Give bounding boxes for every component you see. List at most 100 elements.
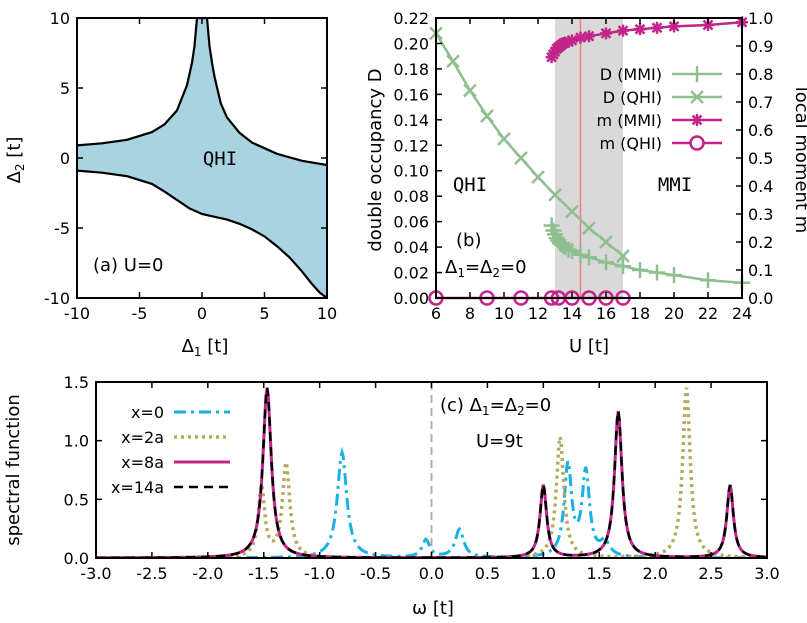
panel-b-y2tick-label: 0.7	[748, 93, 773, 112]
panel-a-xtick-label: 10	[317, 304, 337, 323]
panel-a-xtick-label: 5	[259, 304, 269, 323]
panel-b-y2tick-label: 0.0	[748, 289, 773, 308]
panel-b-point-1-8-b	[565, 204, 579, 219]
panel-b-point-2-16	[651, 21, 663, 34]
panel-c-xtick-label: 3.0	[754, 564, 779, 583]
panel-c-ytick-label: 0.5	[64, 490, 89, 509]
panel-b-legend-marker-3	[689, 135, 705, 151]
panel-b-point-2-16-b	[651, 22, 663, 34]
panel-b-region-label-mmi: MMI	[658, 174, 692, 196]
panel-b-ytick-label: 0.04	[393, 238, 429, 257]
panel-b-point-2-17-b	[668, 21, 680, 32]
panel-a-ytick-label: -5	[54, 219, 70, 238]
panel-b-legend-marker-1-b	[690, 90, 704, 104]
panel-c-ytick-label: 0.0	[64, 549, 89, 568]
panel-b-y2label: local moment m	[791, 87, 807, 234]
panel-b-ytick-label: 0.08	[393, 187, 429, 206]
panel-b-point-0-16	[649, 264, 665, 281]
panel-b-y2tick-label: 0.2	[748, 233, 773, 252]
panel-b-point-0-12	[581, 249, 597, 266]
panel-c-xtick-label: 1.0	[531, 564, 556, 583]
panel-b-ytick-label: 0.20	[393, 34, 429, 53]
panel-c-ytick-label: 1.5	[64, 373, 89, 392]
panel-b-point-1-7	[548, 188, 562, 202]
panel-b-point-2-12	[583, 30, 595, 43]
panel-b-region-label-qhi: QHI	[453, 174, 487, 196]
panel-a-ytick-label: 10	[50, 9, 70, 28]
panel-b-y2tick-label: 0.6	[748, 121, 773, 140]
panel-c-legend-label-3: x=14a	[111, 478, 164, 497]
panel-c-xtick-label: 2.0	[642, 564, 667, 583]
panel-b-point-2-15	[634, 23, 646, 36]
panel-b-y2tick-label: 0.8	[748, 65, 773, 84]
panel-b-xtick-label: 18	[630, 304, 650, 323]
panel-b-point-2-14	[617, 24, 629, 37]
panel-c-ytick-label: 1.0	[64, 432, 89, 451]
panel-b-point-0-14	[615, 258, 631, 275]
panel-b-point-1-6-b	[531, 170, 545, 184]
panel-c-xtick-label: -1.5	[248, 564, 279, 583]
panel-c-plot-area: -3.0 -2.5 -2.0 -1.5 -1.0 -0.5 0.0 0.5 1.0 1.5 2.0 2…	[64, 373, 780, 583]
panel-b-ytick-label: 0.22	[393, 9, 429, 28]
panel-b-ytick-label: 0.18	[393, 60, 429, 79]
panel-c-legend-label-0: x=0	[131, 403, 164, 422]
panel-c-legend-label-1: x=2a	[121, 428, 164, 447]
panel-a-lower-boundary	[77, 169, 327, 298]
panel-b-xlabel: U [t]	[569, 336, 609, 357]
panel-b-point-1-3-b	[480, 109, 494, 123]
panel-b-point-1-1	[446, 54, 460, 69]
panel-b-xtick-label: 16	[596, 304, 616, 323]
panel-b-y2tick-label: 0.9	[748, 37, 773, 56]
panel-c-ylabel: spectral function	[3, 394, 24, 546]
panel-b-point-2-12-b	[583, 30, 595, 42]
panel-b-ytick-label: 0.06	[393, 213, 429, 232]
panel-b-point-1-9-b	[582, 221, 596, 235]
panel-b-xtick-label: 6	[431, 304, 441, 323]
panel-a-ytick-label: -10	[44, 289, 70, 308]
panel-b-point-1-7-b	[548, 188, 562, 202]
panel-a-label: (a) U=0	[93, 255, 164, 276]
panel-a-ytick-label: 0	[60, 149, 70, 168]
panel-b-y2tick-label: 1.0	[748, 9, 773, 28]
panel-b-point-2-14-b	[617, 25, 629, 36]
panel-c-xtick-label: -2.0	[192, 564, 223, 583]
panel-b-point-1-4	[497, 132, 511, 146]
panel-c-xtick-label: -2.5	[136, 564, 167, 583]
panel-b-legend-label-2: m (MMI)	[597, 111, 662, 130]
panel-a-xtick-label: 0	[197, 304, 207, 323]
panel-c-xtick-label: 0.5	[475, 564, 500, 583]
panel-a-xlabel: Δ1 [t]	[182, 336, 229, 359]
panel-b-sublabel: Δ1=Δ2=0	[445, 257, 527, 280]
panel-c-legend: x=0 x=2a x=8a x=14a	[111, 403, 230, 497]
panel-b-y2tick-label: 0.3	[748, 205, 773, 224]
panel-a-ytick-label: 5	[60, 79, 70, 98]
panel-b-legend-marker-2-b	[691, 114, 703, 126]
panel-b-ytick-label: 0.00	[393, 289, 429, 308]
panel-b-label: (b)	[456, 230, 481, 251]
panel-b-ylabel: double occupancy D	[365, 68, 386, 251]
panel-b-point-2-11	[574, 31, 587, 44]
panel-b-point-1-2	[463, 83, 477, 98]
panel-b-point-1-4-b	[497, 132, 511, 146]
panel-b-point-1-8	[565, 204, 579, 219]
panel-c-xtick-label: -0.5	[360, 564, 391, 583]
panel-b-point-1-5	[514, 151, 528, 165]
panel-b-ytick-label: 0.16	[393, 85, 429, 104]
panel-b-xtick-label: 22	[698, 304, 718, 323]
panel-b-point-0-17	[666, 267, 682, 284]
panel-b-ytick-label: 0.02	[393, 264, 429, 283]
panel-b-legend-label-0: D (MMI)	[600, 65, 662, 84]
panel-b-point-0-1	[545, 222, 562, 239]
panel-b-xtick-label: 24	[732, 304, 752, 323]
panel-b-point-2-11-b	[575, 32, 586, 43]
panel-c-label: (c) Δ1=Δ2=0	[440, 395, 551, 418]
panel-b-point-1-10-b	[599, 235, 613, 249]
panel-c-legend-label-2: x=8a	[121, 453, 164, 472]
panel-b-point-1-3	[480, 109, 494, 123]
panel-c-xtick-label: -3.0	[80, 564, 111, 583]
panel-b-point-0-11	[572, 246, 589, 263]
panel-b-point-1-11-b	[616, 249, 630, 263]
panel-b-point-0-13	[598, 254, 614, 271]
panel-b-xtick-label: 10	[494, 304, 514, 323]
